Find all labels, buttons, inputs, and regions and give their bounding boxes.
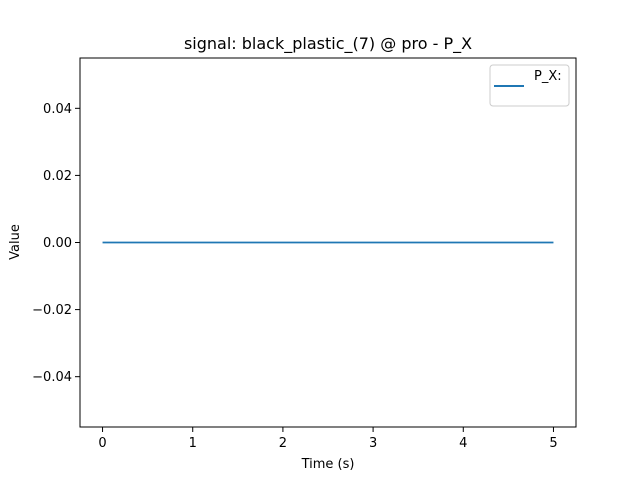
y-tick-label: 0.02 xyxy=(43,169,72,184)
x-tick-label: 2 xyxy=(279,436,287,451)
y-axis-label: Value xyxy=(8,224,23,260)
x-tick-label: 5 xyxy=(549,436,557,451)
x-tick-label: 4 xyxy=(459,436,467,451)
x-axis-ticks: 0 1 2 3 4 5 xyxy=(98,427,558,451)
y-axis-ticks: 0.04 0.02 0.00 −0.02 −0.04 xyxy=(32,102,80,385)
y-tick-label: 0.04 xyxy=(43,102,72,117)
chart-title: signal: black_plastic_(7) @ pro - P_X xyxy=(184,34,472,54)
x-tick-label: 3 xyxy=(369,436,377,451)
legend: P_X: xyxy=(489,64,570,107)
plot-frame xyxy=(79,57,577,428)
x-tick-label: 1 xyxy=(189,436,197,451)
y-tick-label: 0.00 xyxy=(43,236,72,251)
legend-box xyxy=(489,64,570,107)
y-tick-label: −0.02 xyxy=(32,303,72,318)
y-tick-label: −0.04 xyxy=(32,370,72,385)
x-tick-label: 0 xyxy=(98,436,106,451)
legend-label-P_X: P_X: xyxy=(534,69,562,84)
x-axis-label: Time (s) xyxy=(301,457,355,472)
